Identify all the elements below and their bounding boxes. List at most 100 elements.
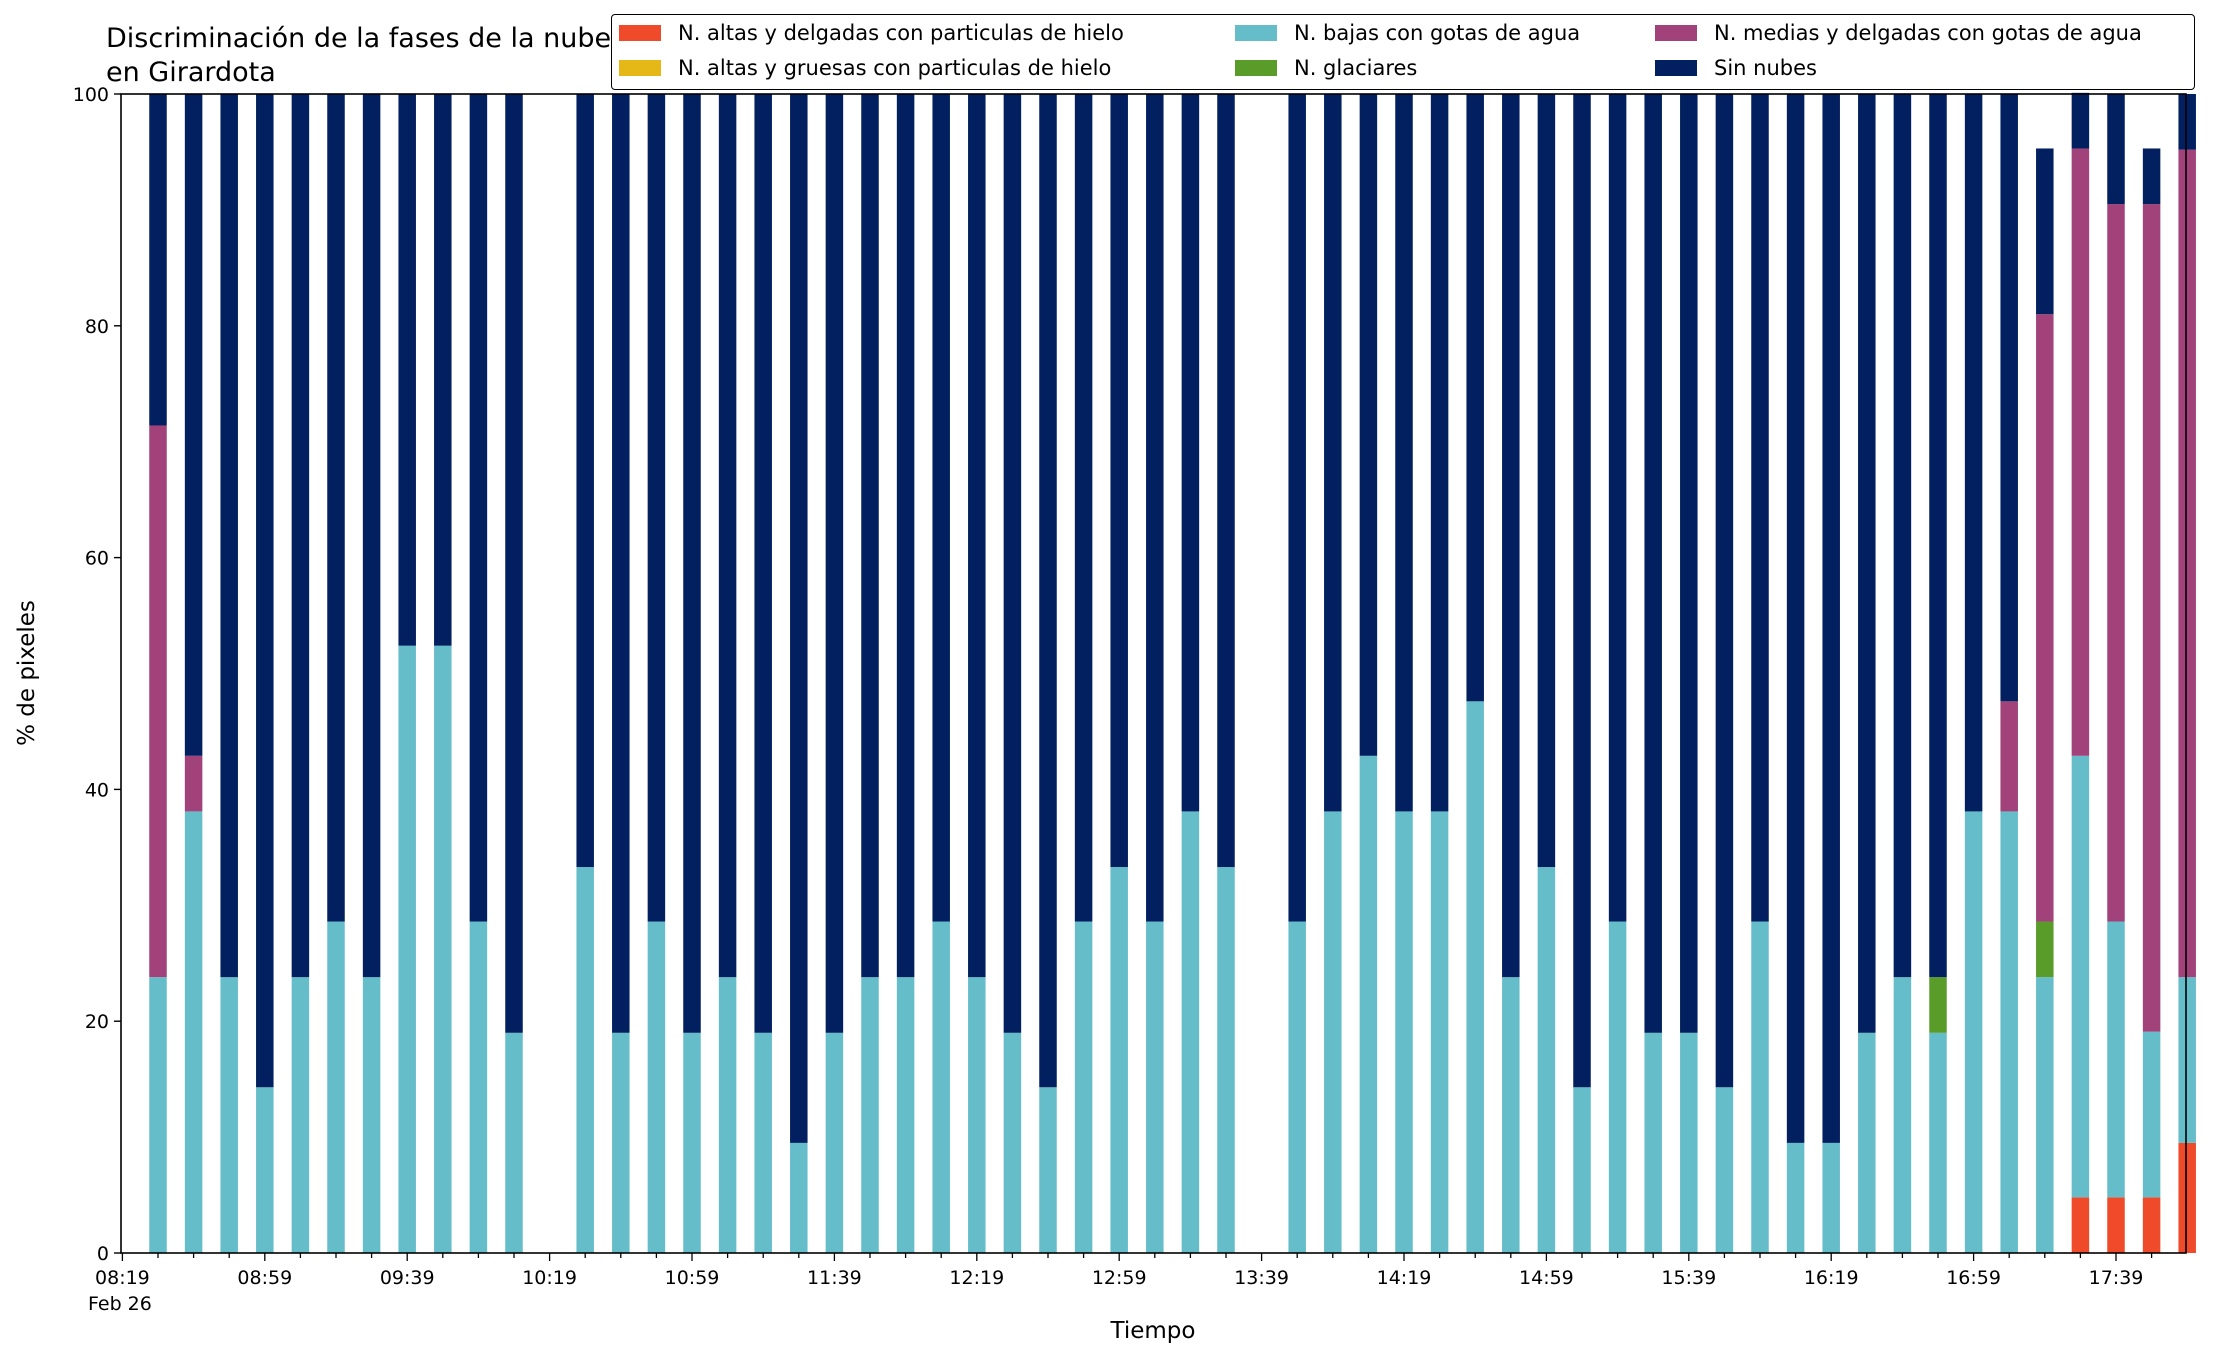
legend-label: Sin nubes [1714, 56, 1817, 80]
bar-segment [647, 921, 666, 1253]
x-tick-label: 08:19 [95, 1267, 150, 1289]
x-tick-label: 14:19 [1377, 1267, 1432, 1289]
x-tick-label: 16:59 [1946, 1267, 2001, 1289]
bar-segment [1074, 94, 1093, 922]
legend-swatch [619, 60, 661, 76]
bar-segment [754, 1032, 772, 1253]
legend-item: N. altas y gruesas con particulas de hie… [619, 53, 1111, 83]
y-tick-label: 60 [85, 548, 109, 570]
legend-item: N. altas y delgadas con particulas de hi… [619, 18, 1124, 48]
bar-segment [1324, 94, 1342, 812]
legend-label: N. altas y delgadas con particulas de hi… [678, 21, 1124, 45]
x-tick-label: 17:39 [2089, 1267, 2144, 1289]
bar-segment [1929, 94, 1947, 978]
bar-segment [896, 977, 915, 1253]
bar-segment [576, 94, 594, 868]
bar-segment [327, 921, 345, 1253]
bar-segment [1893, 977, 1912, 1253]
bar-segment [2000, 94, 2018, 702]
bar-segment [434, 94, 452, 646]
bar-segment [184, 755, 203, 812]
bar-segment [505, 1032, 523, 1253]
bar-segment [968, 94, 986, 978]
bar-segment [2142, 204, 2161, 1032]
bar-segment [1822, 94, 1840, 1143]
bar-segment [1537, 94, 1556, 868]
bar-segment [1608, 921, 1627, 1253]
legend-label: N. altas y gruesas con particulas de hie… [678, 56, 1112, 80]
bar-segment [861, 94, 879, 978]
x-axis: 08:19 08:59 09:39 10:19 10:59 11:39 12:19 12:59… [95, 1253, 2153, 1289]
bar-segment [469, 921, 488, 1253]
legend-label: N. medias y delgadas con gotas de agua [1714, 21, 2142, 45]
bar-segment [1786, 1142, 1805, 1253]
bar-segment [2107, 204, 2125, 922]
bar-segment [1573, 1087, 1591, 1253]
legend-item: N. bajas con gotas de agua [1235, 18, 1580, 48]
bar-segment [1146, 921, 1164, 1253]
bar-segment [1929, 977, 1947, 1033]
bar-segment [256, 1087, 274, 1253]
y-tick-label: 100 [73, 84, 109, 106]
x-tick-label: 10:59 [665, 1267, 720, 1289]
bar-segment [2178, 149, 2196, 978]
bar-segment [149, 977, 167, 1253]
bar-segment [2107, 1197, 2125, 1253]
bar-segment [2000, 811, 2018, 1253]
y-tick-label: 40 [85, 779, 109, 801]
bar-segment [1786, 94, 1805, 1143]
bar-segment [968, 977, 986, 1253]
bar-segment [2071, 92, 2090, 149]
bar-segment [718, 977, 737, 1253]
bar-segment [1359, 755, 1378, 1253]
bar-segment [1537, 867, 1556, 1253]
bar-segment [896, 94, 915, 978]
bar-segment [1573, 94, 1591, 1088]
bar-segment [291, 94, 310, 978]
chart-title: Discriminación de la fases de la nube en… [106, 23, 612, 88]
bar-segment [184, 94, 203, 756]
bar-segment [612, 1032, 630, 1253]
bar-segment [1929, 1032, 1947, 1253]
legend-swatch [1655, 60, 1697, 76]
x-tick-label: 14:59 [1519, 1267, 1574, 1289]
x-tick-label: 10:19 [522, 1267, 577, 1289]
bar-segment [398, 94, 416, 646]
x-tick-label: 11:39 [807, 1267, 862, 1289]
bar-segment [1430, 811, 1449, 1253]
bar-segment [1608, 94, 1627, 922]
bar-segment [2000, 701, 2018, 812]
bar-segment [683, 94, 701, 1033]
bar-segment [1430, 94, 1449, 812]
bar-segment [1822, 1142, 1840, 1253]
legend-swatch [1235, 25, 1277, 41]
bar-segment [1288, 94, 1306, 922]
bar-segment [1715, 94, 1734, 1088]
x-tick-label: 16:19 [1804, 1267, 1859, 1289]
bar-segment [790, 1142, 808, 1253]
x-tick-label: 13:39 [1234, 1267, 1289, 1289]
bar-segment [1502, 977, 1520, 1253]
legend-item: N. glaciares [1235, 53, 1417, 83]
bar-segment [1181, 94, 1200, 812]
bar-segment [2036, 148, 2054, 315]
bar-segment [220, 94, 238, 978]
bar-segment [256, 94, 274, 1088]
bar-segment [1964, 811, 1983, 1253]
bar-segment [2142, 1197, 2161, 1253]
y-tick-label: 0 [97, 1243, 109, 1265]
bar-segment [2178, 1142, 2196, 1253]
bar-segment [2071, 148, 2090, 756]
bar-segment [1644, 94, 1662, 1033]
bar-segment [2036, 314, 2054, 922]
bar-segment [505, 94, 523, 1033]
bar-segment [1039, 1087, 1057, 1253]
bar-segment [2107, 921, 2125, 1198]
bar-segment [1715, 1087, 1734, 1253]
x-axis-title: Tiempo [1110, 1318, 1196, 1344]
bar-segment [1217, 94, 1235, 868]
bar-segment [1395, 94, 1413, 812]
bar-segment [291, 977, 310, 1253]
legend-swatch [1235, 60, 1277, 76]
bar-segment [1466, 701, 1484, 1253]
